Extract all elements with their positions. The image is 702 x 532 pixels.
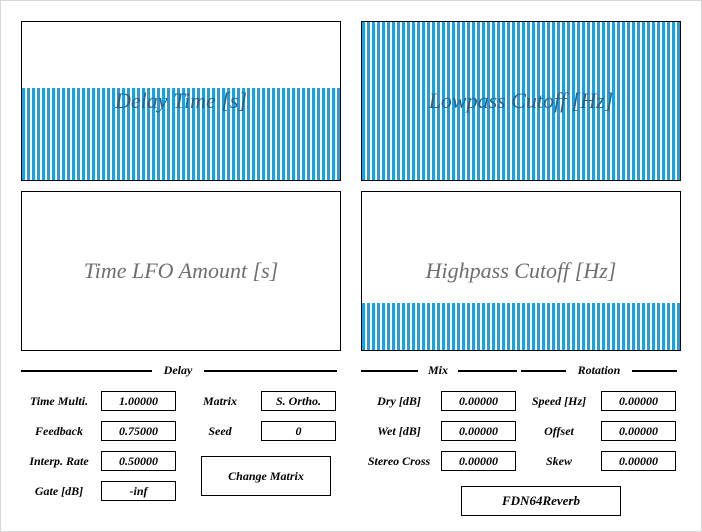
plugin-name-badge: FDN64Reverb	[461, 486, 621, 516]
seed-field[interactable]: 0	[261, 421, 336, 441]
dry-label: Dry [dB]	[377, 394, 421, 408]
stereo-cross-label: Stereo Cross	[367, 454, 431, 468]
offset-field[interactable]: 0.00000	[601, 421, 676, 441]
wet-label: Wet [dB]	[377, 424, 421, 438]
stereo-cross-field[interactable]: 0.00000	[441, 451, 516, 471]
time-lfo-amount-slider[interactable]: Time LFO Amount [s]	[21, 191, 341, 351]
feedback-label: Feedback	[35, 424, 83, 438]
lowpass-cutoff-label: Lowpass Cutoff [Hz]	[428, 88, 614, 113]
offset-label: Offset	[544, 424, 574, 438]
highpass-cutoff-fill	[362, 302, 680, 350]
time-multi-label: Time Multi.	[29, 394, 89, 408]
mix-section-title: Mix	[418, 363, 458, 378]
delay-time-label: Delay Time [s]	[115, 88, 247, 113]
highpass-cutoff-slider[interactable]: Highpass Cutoff [Hz]	[361, 191, 681, 351]
lowpass-cutoff-fill	[362, 22, 680, 180]
skew-field[interactable]: 0.00000	[601, 451, 676, 471]
rotation-section-title: Rotation	[566, 363, 632, 378]
gate-field[interactable]: -inf	[101, 481, 176, 501]
lowpass-cutoff-slider[interactable]: Lowpass Cutoff [Hz]	[361, 21, 681, 181]
speed-label: Speed [Hz]	[531, 394, 587, 408]
interp-rate-field[interactable]: 0.50000	[101, 451, 176, 471]
dry-field[interactable]: 0.00000	[441, 391, 516, 411]
matrix-select[interactable]: S. Ortho.	[261, 391, 336, 411]
delay-time-slider[interactable]: Delay Time [s]	[21, 21, 341, 181]
gate-label: Gate [dB]	[34, 484, 84, 498]
feedback-field[interactable]: 0.75000	[101, 421, 176, 441]
change-matrix-button[interactable]: Change Matrix	[201, 456, 331, 496]
time-multi-field[interactable]: 1.00000	[101, 391, 176, 411]
time-lfo-amount-label: Time LFO Amount [s]	[83, 258, 279, 283]
interp-rate-label: Interp. Rate	[29, 454, 89, 468]
seed-label: Seed	[208, 424, 232, 438]
matrix-label: Matrix	[202, 394, 237, 408]
skew-label: Skew	[545, 454, 572, 468]
delay-section-title: Delay	[152, 363, 204, 378]
wet-field[interactable]: 0.00000	[441, 421, 516, 441]
highpass-cutoff-label: Highpass Cutoff [Hz]	[425, 258, 617, 283]
speed-field[interactable]: 0.00000	[601, 391, 676, 411]
delay-time-fill	[22, 88, 340, 180]
